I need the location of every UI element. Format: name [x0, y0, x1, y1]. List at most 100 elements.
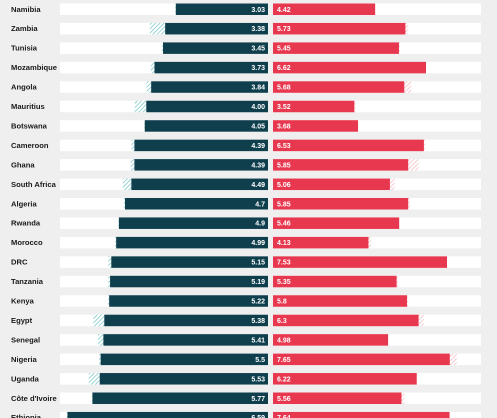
- right-bar: [273, 295, 408, 307]
- left-value-label: 3.84: [251, 85, 265, 92]
- right-value-label: 5.06: [277, 182, 291, 189]
- right-bar-hatch: [368, 236, 372, 249]
- right-value-label: 3.68: [277, 123, 291, 130]
- chart-row: Angola 3.84 5.68: [11, 81, 481, 93]
- left-bar: [104, 314, 269, 327]
- country-label: Tanzania: [11, 277, 44, 286]
- right-value-label: 5.8: [277, 299, 287, 306]
- left-bar: [100, 353, 269, 366]
- left-value-label: 4.7: [255, 201, 265, 208]
- left-bar-hatch: [161, 42, 164, 54]
- country-label: Morocco: [11, 238, 43, 247]
- left-bar: [151, 81, 268, 93]
- chart-row: DRC 5.15 7.53: [11, 256, 481, 268]
- left-bar-hatch: [149, 22, 166, 35]
- right-value-label: 4.13: [277, 240, 291, 247]
- left-value-label: 5.22: [251, 299, 265, 306]
- country-label: Rwanda: [11, 219, 41, 228]
- right-value-label: 5.85: [277, 201, 291, 208]
- left-bar: [165, 22, 268, 35]
- left-value-label: 4.00: [251, 104, 265, 111]
- right-value-label: 5.68: [277, 85, 291, 92]
- right-bar-hatch: [418, 314, 424, 327]
- right-bar-hatch: [423, 139, 426, 152]
- left-bar-hatch: [91, 392, 93, 404]
- left-value-label: 5.41: [251, 337, 265, 344]
- country-label: Botswana: [11, 121, 48, 130]
- country-label: Senegal: [11, 335, 40, 344]
- right-bar: [273, 236, 369, 249]
- right-bar-hatch: [407, 295, 409, 307]
- left-bar: [124, 198, 268, 210]
- country-label: Mozambique: [11, 63, 57, 72]
- left-bar-hatch: [130, 159, 135, 171]
- country-label: DRC: [11, 258, 28, 267]
- chart-row: Egypt 5.38 6.3: [11, 314, 481, 327]
- right-value-label: 5.73: [277, 26, 291, 33]
- chart-row: Rwanda 4.9 5.46: [11, 217, 481, 229]
- chart-row: Mauritius 4.00 3.52: [11, 100, 481, 113]
- left-bar-hatch: [122, 178, 132, 191]
- left-bar: [118, 217, 269, 229]
- right-bar: [273, 42, 399, 54]
- right-value-label: 7.64: [277, 415, 291, 418]
- country-label: Mauritius: [11, 102, 45, 111]
- right-value-label: 6.62: [277, 65, 291, 72]
- left-value-label: 4.49: [251, 182, 265, 189]
- left-bar-hatch: [150, 61, 155, 74]
- right-bar: [273, 275, 397, 288]
- left-bar-hatch: [93, 314, 105, 327]
- chart-row: Uganda 5.53 6.22: [11, 373, 481, 385]
- left-value-label: 4.9: [255, 221, 265, 228]
- right-bar: [273, 353, 450, 366]
- left-value-label: 4.39: [251, 162, 265, 169]
- right-value-label: 3.52: [277, 104, 291, 111]
- right-bar: [273, 22, 406, 35]
- right-value-label: 5.46: [277, 221, 291, 228]
- left-bar-hatch: [97, 334, 104, 346]
- left-bar: [175, 3, 268, 15]
- left-bar-hatch: [114, 236, 117, 249]
- country-label: Angola: [11, 83, 38, 92]
- left-bar-hatch: [88, 373, 100, 385]
- chart-row: Nigeria 5.5 7.65: [11, 353, 481, 366]
- left-value-label: 5.19: [251, 279, 265, 286]
- left-bar: [92, 392, 268, 404]
- chart-row: Cameroon 4.39 6.53: [11, 139, 481, 152]
- chart-row: Morocco 4.99 4.13: [11, 236, 481, 249]
- right-bar: [273, 334, 389, 346]
- right-bar: [273, 100, 355, 113]
- country-label: South Africa: [11, 180, 57, 189]
- left-bar-hatch: [144, 120, 145, 132]
- right-value-label: 6.22: [277, 376, 291, 383]
- left-value-label: 4.05: [251, 123, 265, 130]
- country-label: Ethiopia: [11, 413, 42, 418]
- left-value-label: 6.59: [251, 415, 265, 418]
- left-bar-hatch: [131, 139, 135, 152]
- right-value-label: 6.53: [277, 143, 291, 150]
- left-value-label: 4.99: [251, 240, 265, 247]
- right-bar: [273, 120, 359, 132]
- left-bar-hatch: [108, 256, 112, 268]
- left-value-label: 5.53: [251, 376, 265, 383]
- right-bar: [273, 314, 419, 327]
- left-bar: [99, 373, 268, 385]
- country-label: Nigeria: [11, 355, 38, 364]
- right-value-label: 5.35: [277, 279, 291, 286]
- right-bar: [273, 178, 390, 191]
- left-bar: [146, 100, 268, 113]
- chart-row: Tunisia 3.45 5.45: [11, 42, 481, 54]
- chart-row: South Africa 4.49 5.06: [11, 178, 481, 191]
- right-bar: [273, 3, 376, 15]
- right-value-label: 5.85: [277, 162, 291, 169]
- chart-row: Ethiopia 6.59 7.64: [11, 411, 481, 418]
- left-bar-hatch: [108, 275, 111, 288]
- left-value-label: 3.38: [251, 26, 265, 33]
- country-label: Egypt: [11, 316, 33, 325]
- left-bar: [110, 275, 268, 288]
- right-bar-hatch: [354, 100, 356, 113]
- chart-row: Botswana 4.05 3.68: [11, 120, 481, 132]
- left-bar-hatch: [123, 198, 125, 210]
- right-track: [273, 3, 481, 15]
- chart-row: Mozambique 3.73 6.62: [11, 61, 481, 74]
